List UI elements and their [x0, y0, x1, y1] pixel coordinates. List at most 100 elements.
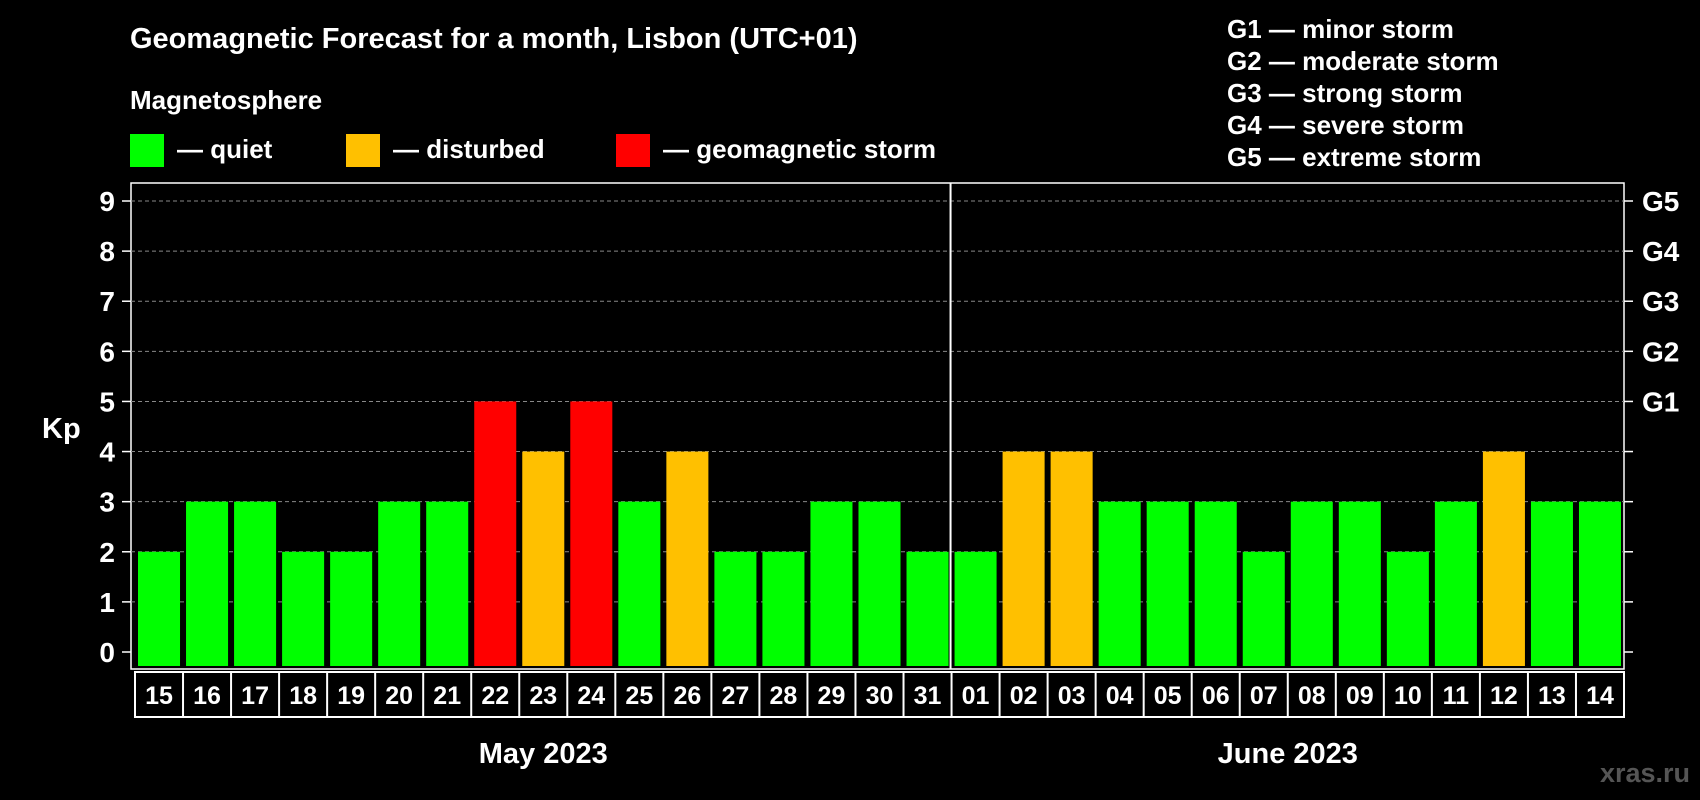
bar: [618, 501, 661, 666]
g-scale-label-g2: G2: [1642, 336, 1679, 367]
x-tick-label: 17: [241, 682, 269, 710]
bar: [522, 451, 565, 666]
x-tick-label: 06: [1202, 682, 1230, 710]
y-tick-label: 1: [99, 587, 115, 618]
x-tick-label: 13: [1538, 682, 1566, 710]
month-label-1: June 2023: [1218, 738, 1358, 770]
bar: [906, 551, 949, 666]
x-tick-label: 01: [962, 682, 990, 710]
y-tick-label: 8: [99, 236, 115, 267]
x-tick-label: 08: [1298, 682, 1326, 710]
x-tick-label: 21: [433, 682, 461, 710]
bar: [138, 551, 181, 666]
y-tick-label: 0: [99, 637, 115, 668]
legend-label-storm: — geomagnetic storm: [663, 134, 936, 164]
y-tick-label: 9: [99, 186, 115, 217]
bar: [666, 451, 709, 666]
bar: [1578, 501, 1621, 666]
x-tick-label: 20: [385, 682, 413, 710]
month-label-0: May 2023: [479, 738, 608, 770]
g-scale-label-g3: G3: [1642, 286, 1679, 317]
legend-label-quiet: — quiet: [177, 134, 273, 164]
x-tick-label: 30: [866, 682, 894, 710]
storm-scale-g3: G3 — strong storm: [1227, 78, 1462, 108]
x-tick-label: 23: [529, 682, 557, 710]
bar: [954, 551, 997, 666]
bar: [1194, 501, 1237, 666]
bar: [1146, 501, 1189, 666]
storm-scale-g5: G5 — extreme storm: [1227, 142, 1481, 172]
date-row-frame: [134, 671, 1625, 718]
bar: [810, 501, 853, 666]
x-tick-label: 10: [1394, 682, 1422, 710]
legend-swatch-quiet: [130, 134, 164, 167]
bar: [1386, 551, 1429, 666]
bar: [330, 551, 373, 666]
x-tick-label: 07: [1250, 682, 1278, 710]
bar: [1482, 451, 1525, 666]
x-tick-label: 25: [625, 682, 653, 710]
storm-scale-g1: G1 — minor storm: [1227, 14, 1454, 44]
y-tick-label: 7: [99, 286, 115, 317]
x-tick-label: 14: [1586, 682, 1614, 710]
x-tick-label: 31: [914, 682, 942, 710]
x-tick-label: 27: [721, 682, 749, 710]
x-tick-label: 19: [337, 682, 365, 710]
bar: [1290, 501, 1333, 666]
x-tick-label: 16: [193, 682, 221, 710]
legend-swatch-disturbed: [346, 134, 380, 167]
legend-swatch-storm: [616, 134, 650, 167]
y-axis-label: Kp: [42, 413, 81, 445]
y-tick-label: 5: [99, 386, 115, 417]
g-scale-label-g4: G4: [1642, 236, 1680, 267]
x-tick-label: 26: [673, 682, 701, 710]
legend-label-disturbed: — disturbed: [393, 134, 545, 164]
storm-scale-g2: G2 — moderate storm: [1227, 46, 1499, 76]
bar: [1338, 501, 1381, 666]
bar: [1002, 451, 1045, 666]
bar: [378, 501, 421, 666]
x-tick-label: 29: [818, 682, 846, 710]
legend-title: Magnetosphere: [130, 85, 322, 115]
y-tick-label: 6: [99, 336, 115, 367]
y-tick-label: 2: [99, 537, 115, 568]
bar: [1098, 501, 1141, 666]
bar: [474, 401, 517, 666]
plot-frame: [130, 182, 1625, 670]
g-scale-label-g1: G1: [1642, 386, 1679, 417]
g-scale-label-g5: G5: [1642, 186, 1679, 217]
bar: [1434, 501, 1477, 666]
bar: [426, 501, 469, 666]
x-tick-label: 12: [1490, 682, 1518, 710]
bar: [570, 401, 613, 666]
bar: [1242, 551, 1285, 666]
chart-title: Geomagnetic Forecast for a month, Lisbon…: [130, 23, 858, 55]
storm-scale-legend: G1 — minor storm G2 — moderate storm G3 …: [1227, 14, 1499, 172]
x-tick-label: 11: [1443, 682, 1470, 710]
bar: [858, 501, 901, 666]
x-tick-label: 03: [1058, 682, 1086, 710]
y-tick-label: 4: [99, 437, 115, 468]
x-tick-label: 24: [577, 682, 605, 710]
storm-scale-g4: G4 — severe storm: [1227, 110, 1464, 140]
x-tick-label: 18: [289, 682, 317, 710]
x-tick-label: 28: [770, 682, 798, 710]
bar: [186, 501, 229, 666]
legend: — quiet — disturbed — geomagnetic storm: [130, 134, 936, 167]
bar: [234, 501, 277, 666]
x-tick-label: 02: [1010, 682, 1038, 710]
x-tick-label: 05: [1154, 682, 1182, 710]
x-tick-label: 09: [1346, 682, 1374, 710]
bar: [282, 551, 325, 666]
y-tick-label: 3: [99, 487, 115, 518]
x-tick-label: 04: [1106, 682, 1134, 710]
bar: [1050, 451, 1093, 666]
bar: [1530, 501, 1573, 666]
bar: [762, 551, 805, 666]
x-tick-label: 15: [145, 682, 173, 710]
watermark: xras.ru: [1600, 758, 1690, 788]
bar: [714, 551, 757, 666]
x-tick-label: 22: [481, 682, 509, 710]
